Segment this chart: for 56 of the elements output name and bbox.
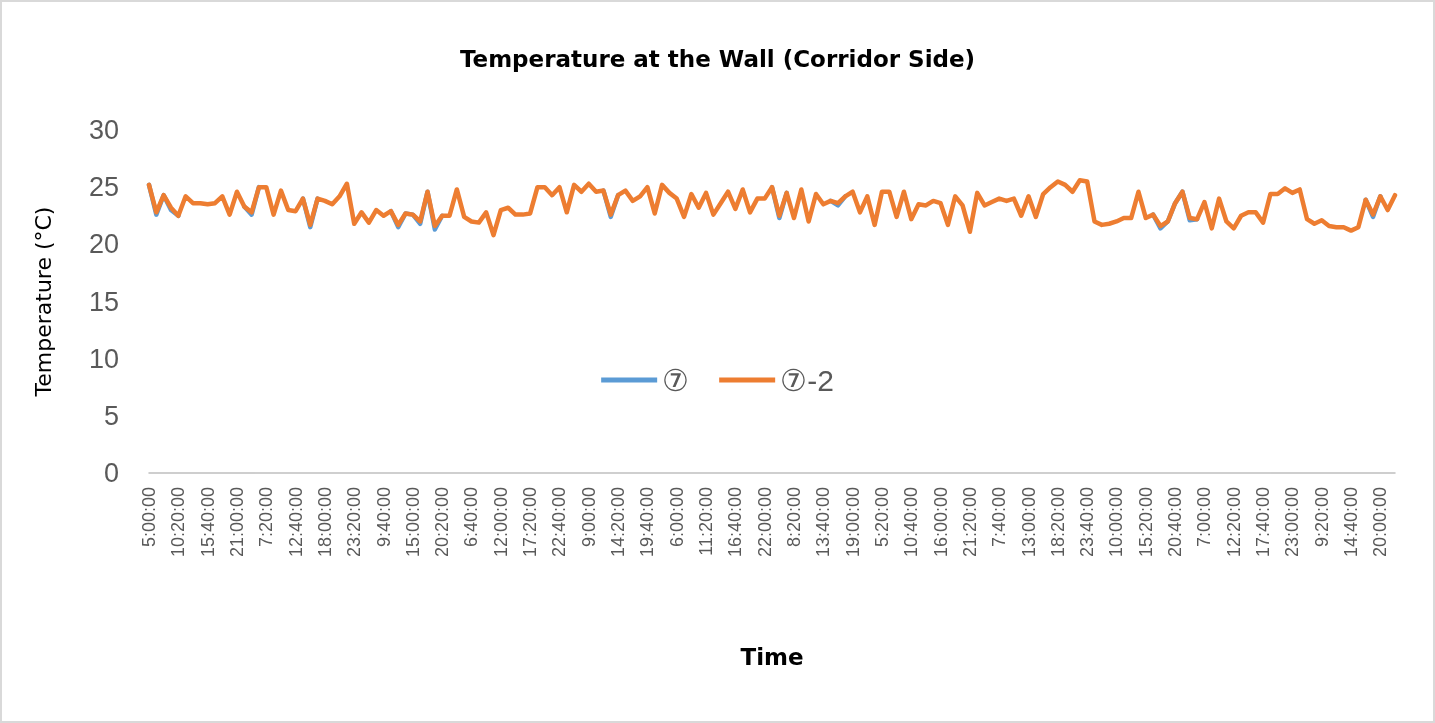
x-tick-label: 12:40:00	[285, 487, 306, 558]
x-tick-label: 15:20:00	[1135, 487, 1156, 558]
x-tick-label: 15:40:00	[197, 487, 218, 558]
y-tick-label: 20	[88, 229, 119, 260]
x-tick-label: 5:00:00	[139, 487, 159, 548]
x-tick-label: 23:40:00	[1077, 487, 1098, 558]
x-tick-label: 12:00:00	[490, 487, 511, 558]
y-tick-label: 10	[88, 343, 119, 374]
legend-label: ⑦	[662, 363, 690, 397]
x-tick-label: 13:40:00	[813, 487, 834, 558]
x-tick-label: 10:20:00	[168, 487, 189, 558]
x-tick-label: 20:20:00	[432, 487, 453, 558]
x-tick-label: 21:00:00	[226, 487, 247, 558]
x-tick-label: 5:20:00	[871, 487, 892, 548]
line-series	[146, 178, 1398, 238]
x-tick-label: 10:00:00	[1106, 487, 1127, 558]
x-tick-label: 23:00:00	[1282, 487, 1303, 558]
x-tick-label: 11:20:00	[696, 487, 717, 556]
x-tick-label: 14:40:00	[1341, 487, 1362, 558]
x-tick-label: 9:00:00	[578, 487, 599, 548]
x-tick-label: 22:40:00	[549, 487, 570, 558]
x-tick-label: 8:20:00	[783, 487, 804, 548]
x-tick-label: 9:40:00	[373, 487, 394, 548]
x-tick-label: 16:00:00	[930, 487, 951, 558]
x-tick-label: 23:20:00	[344, 487, 365, 558]
x-tick-label: 10:40:00	[901, 487, 922, 558]
x-axis-title: Time	[740, 643, 804, 670]
y-tick-label: 30	[88, 115, 119, 145]
x-tick-label: 15:00:00	[402, 487, 423, 558]
x-tick-label: 19:00:00	[842, 487, 863, 558]
y-axis-title: Temperature (°C)	[30, 206, 56, 398]
x-tick-label: 13:00:00	[1018, 487, 1039, 558]
x-tick-label: 20:40:00	[1165, 487, 1186, 558]
y-tick-label: 15	[88, 286, 119, 317]
x-tick-label: 7:40:00	[989, 487, 1010, 548]
x-tick-label: 17:20:00	[520, 487, 541, 558]
x-tick-label: 18:20:00	[1047, 487, 1068, 558]
y-tick-label: 0	[103, 458, 119, 488]
x-tick-label: 22:00:00	[754, 487, 775, 558]
x-tick-label: 19:40:00	[637, 487, 658, 558]
x-tick-label: 6:40:00	[461, 487, 482, 548]
x-tick-label: 14:20:00	[608, 487, 629, 558]
x-tick-label: 17:40:00	[1253, 487, 1274, 558]
x-tick-label: 6:00:00	[666, 487, 687, 548]
x-tick-label: 20:00:00	[1370, 487, 1391, 558]
x-tick-label: 7:20:00	[256, 487, 277, 548]
x-tick-label: 16:40:00	[725, 487, 746, 558]
y-tick-label: 25	[88, 172, 119, 203]
chart-title: Temperature at the Wall (Corridor Side)	[459, 45, 976, 72]
y-tick-label: 5	[103, 400, 119, 431]
x-tick-label: 9:20:00	[1311, 487, 1332, 548]
x-tick-label: 7:00:00	[1194, 487, 1215, 548]
x-tick-label: 12:20:00	[1223, 487, 1244, 558]
x-tick-label: 21:20:00	[959, 487, 980, 558]
legend-label: ⑦-2	[780, 363, 834, 397]
x-tick-label: 18:00:00	[314, 487, 335, 558]
